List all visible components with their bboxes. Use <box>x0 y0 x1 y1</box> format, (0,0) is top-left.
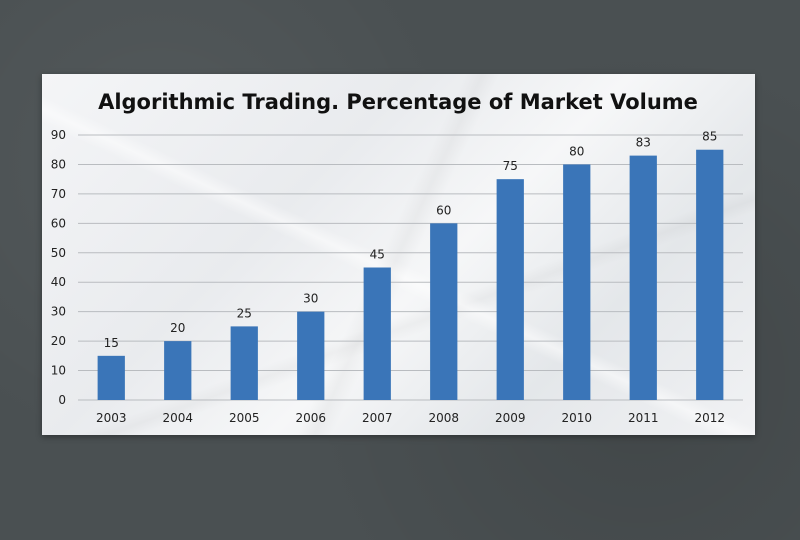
data-label: 25 <box>237 306 252 320</box>
x-tick-label: 2011 <box>628 411 659 425</box>
bar <box>563 164 591 400</box>
x-tick-label: 2012 <box>694 411 725 425</box>
data-label: 60 <box>436 203 451 217</box>
data-label: 75 <box>503 159 518 173</box>
y-tick-label: 0 <box>58 393 66 407</box>
y-tick-label: 60 <box>51 216 66 230</box>
y-tick-label: 20 <box>51 334 66 348</box>
bar <box>164 341 192 400</box>
x-tick-label: 2007 <box>362 411 393 425</box>
bar <box>430 223 458 400</box>
x-axis-ticks: 2003 2004 2005 2006 2007 2008 2009 2010 2011 2012 <box>96 411 725 425</box>
bar <box>696 149 724 400</box>
data-labels: 15 20 25 30 45 60 75 80 83 85 <box>104 130 718 350</box>
data-label: 83 <box>636 136 651 150</box>
bar <box>629 155 657 400</box>
data-label: 45 <box>370 248 385 262</box>
bar-chart: Algorithmic Trading. Percentage of Marke… <box>51 90 743 425</box>
bar <box>297 311 325 400</box>
y-tick-label: 80 <box>51 157 66 171</box>
data-label: 15 <box>104 336 119 350</box>
y-tick-label: 30 <box>51 305 66 319</box>
x-tick-label: 2010 <box>561 411 592 425</box>
bar <box>363 267 391 400</box>
x-tick-label: 2009 <box>495 411 526 425</box>
data-label: 30 <box>303 292 318 306</box>
data-label: 80 <box>569 144 584 158</box>
x-tick-label: 2008 <box>428 411 459 425</box>
bars <box>97 149 724 400</box>
chart-card: Algorithmic Trading. Percentage of Marke… <box>42 74 755 435</box>
y-tick-label: 10 <box>51 364 66 378</box>
x-tick-label: 2005 <box>229 411 260 425</box>
data-label: 85 <box>702 130 717 144</box>
y-tick-label: 70 <box>51 187 66 201</box>
y-tick-label: 50 <box>51 246 66 260</box>
bar <box>97 355 125 400</box>
x-tick-label: 2006 <box>295 411 326 425</box>
y-tick-label: 90 <box>51 128 66 142</box>
x-tick-label: 2004 <box>162 411 193 425</box>
y-axis-ticks: 0 10 20 30 40 50 60 70 80 90 <box>51 128 66 407</box>
x-tick-label: 2003 <box>96 411 127 425</box>
y-tick-label: 40 <box>51 275 66 289</box>
bar <box>496 179 524 400</box>
chart-title: Algorithmic Trading. Percentage of Marke… <box>98 90 698 114</box>
bar <box>230 326 258 400</box>
data-label: 20 <box>170 321 185 335</box>
